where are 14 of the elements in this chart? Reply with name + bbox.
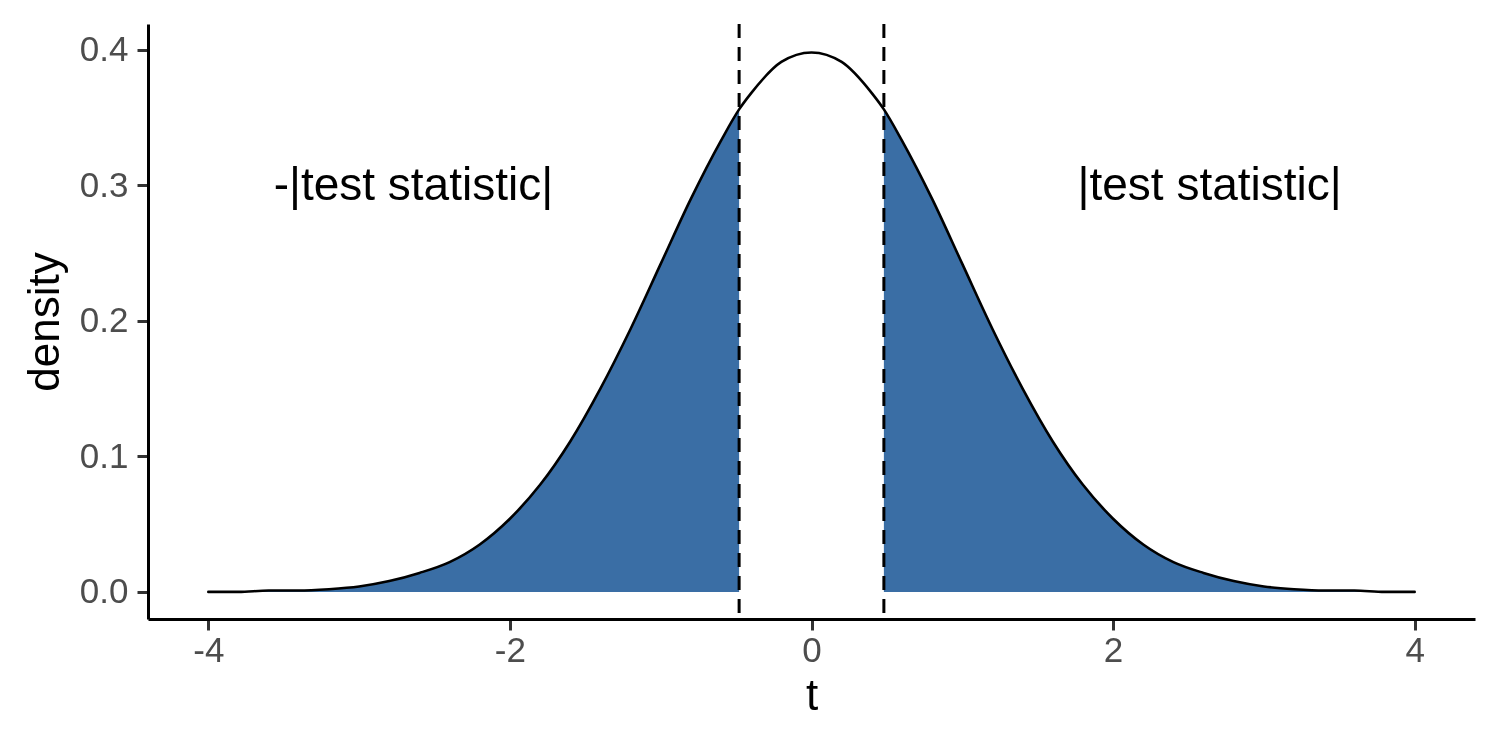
x-axis-title: t — [805, 669, 819, 719]
y-tick-label: 0.2 — [79, 300, 129, 340]
x-tick-label: 0 — [802, 629, 822, 669]
annotation: -|test statistic| — [273, 157, 554, 210]
x-tick-label: 4 — [1405, 629, 1425, 669]
annotation: |test statistic| — [1077, 157, 1342, 210]
y-axis-title: density — [18, 252, 68, 392]
y-tick-label: 0.1 — [79, 435, 129, 475]
x-tick-label: -2 — [494, 629, 526, 669]
x-tick-label: -4 — [193, 629, 225, 669]
y-tick-label: 0.3 — [79, 164, 129, 204]
x-tick-label: 2 — [1103, 629, 1124, 669]
y-tick-label: 0.4 — [79, 29, 129, 69]
y-tick-label: 0.0 — [79, 571, 129, 611]
